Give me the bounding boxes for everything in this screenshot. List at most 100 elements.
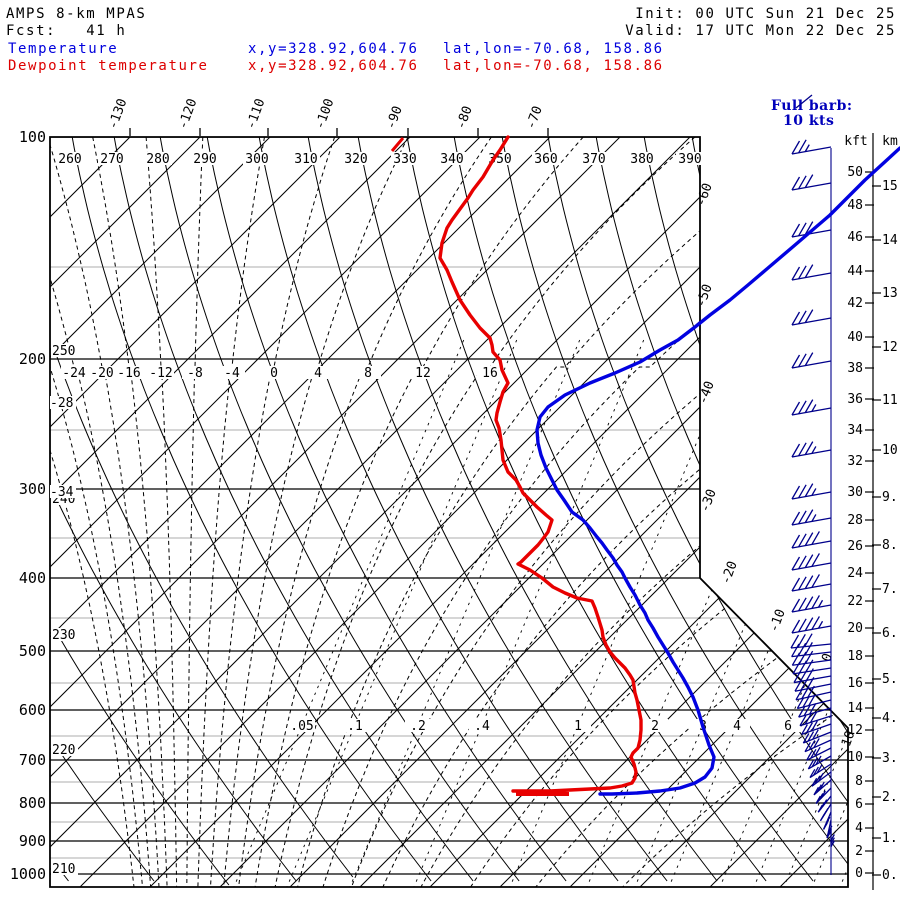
svg-text:600: 600 (19, 701, 46, 719)
svg-text:20: 20 (847, 621, 863, 636)
svg-text:-120: -120 (176, 97, 201, 132)
svg-text:280: 280 (146, 152, 169, 167)
svg-text:34: 34 (847, 423, 863, 438)
svg-text:-100: -100 (313, 97, 338, 132)
svg-text:6: 6 (784, 719, 792, 734)
svg-text:220: 220 (52, 743, 75, 758)
svg-text:1000: 1000 (10, 865, 46, 883)
svg-text:-40: -40 (696, 379, 718, 406)
legend-temperature-label: Temperature (8, 41, 119, 57)
svg-text:200: 200 (19, 350, 46, 368)
svg-text:.1: .1 (347, 719, 363, 734)
svg-text:900: 900 (19, 832, 46, 850)
svg-text:2: 2 (855, 844, 863, 859)
forecast-hour: Fcst: 41 h (6, 23, 127, 39)
svg-text:14.: 14. (882, 233, 900, 248)
svg-text:15.: 15. (882, 179, 900, 194)
svg-text:0: 0 (270, 366, 278, 381)
altitude-axis: kft km50484644424038363432302826242220181… (844, 133, 900, 890)
svg-text:1.: 1. (882, 831, 898, 846)
svg-text:400: 400 (19, 569, 46, 587)
svg-text:8: 8 (855, 774, 863, 789)
svg-text:0.: 0. (882, 868, 898, 883)
svg-text:44: 44 (847, 264, 863, 279)
svg-text:.05: .05 (290, 719, 313, 734)
svg-text:-34: -34 (50, 485, 74, 500)
svg-text:48: 48 (847, 198, 863, 213)
svg-text:-16: -16 (117, 366, 140, 381)
svg-text:-20: -20 (90, 366, 113, 381)
svg-text:14: 14 (847, 701, 863, 716)
temperature-curve (535, 146, 900, 796)
svg-text:42: 42 (847, 296, 863, 311)
svg-text:18: 18 (847, 649, 863, 664)
svg-text:-90: -90 (384, 104, 406, 131)
svg-text:370: 370 (582, 152, 605, 167)
svg-text:kft: kft (844, 134, 867, 149)
svg-text:270: 270 (100, 152, 123, 167)
svg-text:-28: -28 (50, 396, 73, 411)
svg-text:12.: 12. (882, 340, 900, 355)
wind-barb-legend-title: Full barb: (771, 98, 853, 114)
svg-text:210: 210 (52, 862, 75, 877)
model-title: AMPS 8-km MPAS (6, 6, 147, 22)
wind-barb-legend-units: 10 kts (783, 113, 835, 129)
svg-text:30: 30 (847, 485, 863, 500)
svg-text:-10: -10 (767, 607, 789, 634)
svg-text:4: 4 (855, 821, 863, 836)
svg-text:390: 390 (678, 152, 701, 167)
svg-text:3.: 3. (882, 751, 898, 766)
svg-text:7.: 7. (882, 582, 898, 597)
plot-border (49, 136, 849, 888)
svg-text:-20: -20 (719, 559, 741, 586)
svg-text:500: 500 (19, 642, 46, 660)
svg-text:10: 10 (847, 750, 863, 765)
svg-text:16: 16 (482, 366, 498, 381)
svg-text:26: 26 (847, 539, 863, 554)
svg-text:40: 40 (847, 330, 863, 345)
svg-text:12: 12 (415, 366, 431, 381)
svg-text:-24: -24 (62, 366, 86, 381)
legend-temperature-latlon: lat,lon=-70.68, 158.86 (443, 41, 664, 57)
svg-text:9.: 9. (882, 490, 898, 505)
init-time: Init: 00 UTC Sun 21 Dec 25 (635, 6, 896, 22)
svg-text:-80: -80 (454, 104, 476, 131)
svg-text:8: 8 (364, 366, 372, 381)
valid-time: Valid: 17 UTC Mon 22 Dec 25 (625, 23, 896, 39)
svg-text:0: 0 (855, 866, 863, 881)
svg-text:11.: 11. (882, 393, 900, 408)
legend-dewpoint-label: Dewpoint temperature (8, 58, 209, 74)
svg-text:-30: -30 (698, 487, 720, 514)
svg-text:800: 800 (19, 794, 46, 812)
svg-text:36: 36 (847, 392, 863, 407)
svg-text:2.: 2. (882, 790, 898, 805)
svg-text:4: 4 (314, 366, 322, 381)
svg-text:13.: 13. (882, 286, 900, 301)
svg-text:32: 32 (847, 454, 863, 469)
dewpoint-curve (390, 135, 643, 796)
svg-text:5.: 5. (882, 672, 898, 687)
svg-text:6: 6 (855, 797, 863, 812)
grid-lines (50, 137, 848, 887)
svg-text:8.: 8. (882, 538, 898, 553)
svg-text:km: km (882, 134, 898, 149)
svg-text:46: 46 (847, 230, 863, 245)
svg-text:380: 380 (630, 152, 653, 167)
svg-text:300: 300 (19, 480, 46, 498)
svg-text:250: 250 (52, 344, 75, 359)
svg-text:1: 1 (574, 719, 582, 734)
svg-text:300: 300 (245, 152, 268, 167)
svg-text:290: 290 (193, 152, 216, 167)
svg-text:360: 360 (534, 152, 557, 167)
svg-text:100: 100 (19, 128, 46, 146)
svg-text:10.: 10. (882, 443, 900, 458)
svg-text:12: 12 (847, 723, 863, 738)
svg-text:-110: -110 (244, 97, 269, 132)
svg-text:230: 230 (52, 628, 75, 643)
svg-text:320: 320 (344, 152, 367, 167)
svg-text:22: 22 (847, 594, 863, 609)
svg-text:4.: 4. (882, 711, 898, 726)
svg-text:-50: -50 (694, 282, 716, 309)
